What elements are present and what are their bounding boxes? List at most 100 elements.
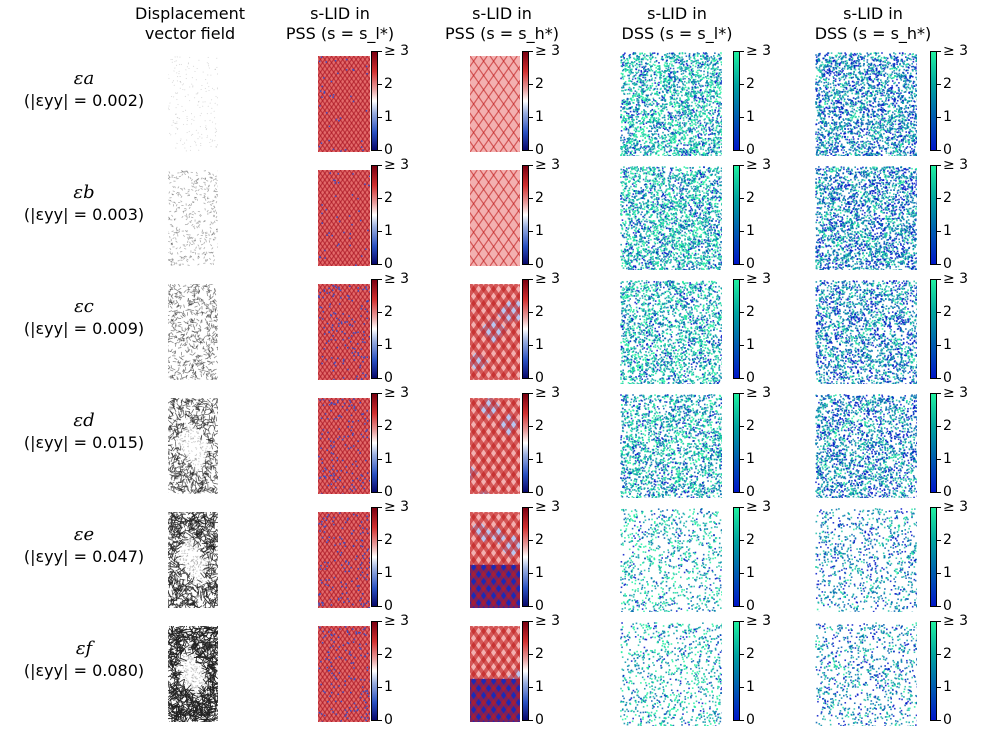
pss-low-tick-label: 1 (384, 338, 393, 352)
pss-high-panel (470, 56, 520, 152)
pss-high-tickmark (529, 573, 533, 574)
pss-low-tickmark (378, 198, 382, 199)
dss-low-tick-label: ≥ 3 (746, 44, 771, 58)
dss-high-colorbar (930, 165, 937, 265)
dss-high-tickmark (937, 540, 941, 541)
dss-high-tick-label: 2 (943, 305, 952, 319)
dss-low-tickmark (740, 150, 744, 151)
dss-low-tick-label: 2 (746, 191, 755, 205)
pss-high-tickmark (529, 165, 533, 166)
row-epsilon: εd (0, 410, 168, 432)
pss-low-tickmark (378, 264, 382, 265)
pss-low-tickmark (378, 345, 382, 346)
dss-low-colorbar (733, 393, 740, 493)
dss-low-tickmark (740, 198, 744, 199)
pss-high-colorbar (522, 165, 529, 265)
column-header-pss-low: s-LID in PSS (s = s_l*) (280, 4, 400, 44)
pss-low-tickmark (378, 312, 382, 313)
pss-high-tick-label: 0 (535, 713, 544, 727)
dss-high-tick-label: ≥ 3 (943, 386, 968, 400)
row-label: εe (|εyy| = 0.047) (0, 524, 168, 568)
pss-low-tick-label: 0 (384, 143, 393, 157)
pss-high-tick-label: 0 (535, 599, 544, 613)
dss-low-tick-label: 2 (746, 533, 755, 547)
pss-high-tick-label: 1 (535, 452, 544, 466)
dss-high-tick-label: 1 (943, 566, 952, 580)
dss-low-tickmark (740, 378, 744, 379)
dss-low-tick-label: 1 (746, 110, 755, 124)
pss-high-tickmark (529, 426, 533, 427)
dss-high-tick-label: 2 (943, 419, 952, 433)
dss-high-tick-label: 0 (943, 257, 952, 271)
row-label: εf (|εyy| = 0.080) (0, 638, 168, 682)
dss-low-tick-label: ≥ 3 (746, 614, 771, 628)
pss-low-tickmark (378, 459, 382, 460)
pss-low-tick-label: ≥ 3 (384, 386, 409, 400)
dss-high-tickmark (937, 150, 941, 151)
pss-high-tickmark (529, 492, 533, 493)
displacement-field-panel (168, 56, 218, 152)
pss-high-tick-label: 0 (535, 257, 544, 271)
dss-high-tick-label: ≥ 3 (943, 272, 968, 286)
dss-high-tick-label: 1 (943, 338, 952, 352)
dss-low-tick-label: 0 (746, 599, 755, 613)
dss-high-tick-label: 2 (943, 191, 952, 205)
dss-high-tick-label: 0 (943, 713, 952, 727)
dss-high-tickmark (937, 117, 941, 118)
dss-low-tickmark (740, 654, 744, 655)
pss-high-tickmark (529, 312, 533, 313)
dss-low-tick-label: 1 (746, 224, 755, 238)
pss-low-tick-label: 2 (384, 305, 393, 319)
pss-low-tickmark (378, 507, 382, 508)
dss-low-tick-label: ≥ 3 (746, 386, 771, 400)
pss-high-tickmark (529, 150, 533, 151)
dss-low-tick-label: 2 (746, 77, 755, 91)
pss-low-tickmark (378, 687, 382, 688)
row-strain: (|εyy| = 0.047) (0, 546, 168, 568)
dss-low-tickmark (740, 51, 744, 52)
pss-low-tickmark (378, 150, 382, 151)
dss-high-tickmark (937, 378, 941, 379)
pss-low-panel (318, 284, 370, 380)
dss-low-tickmark (740, 540, 744, 541)
pss-low-panel (318, 56, 370, 152)
dss-low-tickmark (740, 621, 744, 622)
displacement-field-panel (168, 284, 218, 380)
pss-high-tickmark (529, 117, 533, 118)
dss-high-tickmark (937, 459, 941, 460)
dss-low-panel (620, 394, 722, 498)
pss-high-tick-label: 1 (535, 680, 544, 694)
dss-high-tickmark (937, 279, 941, 280)
pss-high-panel (470, 626, 520, 722)
pss-high-panel (470, 398, 520, 494)
pss-high-colorbar (522, 279, 529, 379)
column-header-displacement: Displacement vector field (120, 4, 260, 44)
pss-high-tick-label: ≥ 3 (535, 614, 560, 628)
dss-high-panel (815, 166, 917, 270)
row-label: εa (|εyy| = 0.002) (0, 68, 168, 112)
dss-low-panel (620, 166, 722, 270)
pss-high-tick-label: 2 (535, 533, 544, 547)
pss-high-panel (470, 284, 520, 380)
dss-high-tickmark (937, 621, 941, 622)
dss-high-tickmark (937, 573, 941, 574)
pss-low-panel (318, 512, 370, 608)
row-epsilon: εa (0, 68, 168, 90)
pss-high-tickmark (529, 654, 533, 655)
dss-low-tick-label: 1 (746, 566, 755, 580)
pss-high-tick-label: 2 (535, 647, 544, 661)
pss-low-tickmark (378, 165, 382, 166)
pss-low-tick-label: 2 (384, 77, 393, 91)
pss-low-tick-label: 0 (384, 713, 393, 727)
pss-low-tickmark (378, 654, 382, 655)
dss-low-tickmark (740, 84, 744, 85)
dss-low-tick-label: 1 (746, 680, 755, 694)
pss-high-tick-label: 1 (535, 224, 544, 238)
dss-low-tickmark (740, 279, 744, 280)
dss-high-tickmark (937, 492, 941, 493)
dss-high-tickmark (937, 426, 941, 427)
dss-high-panel (815, 280, 917, 384)
row-epsilon: εe (0, 524, 168, 546)
pss-low-tick-label: ≥ 3 (384, 614, 409, 628)
row-label: εc (|εyy| = 0.009) (0, 296, 168, 340)
